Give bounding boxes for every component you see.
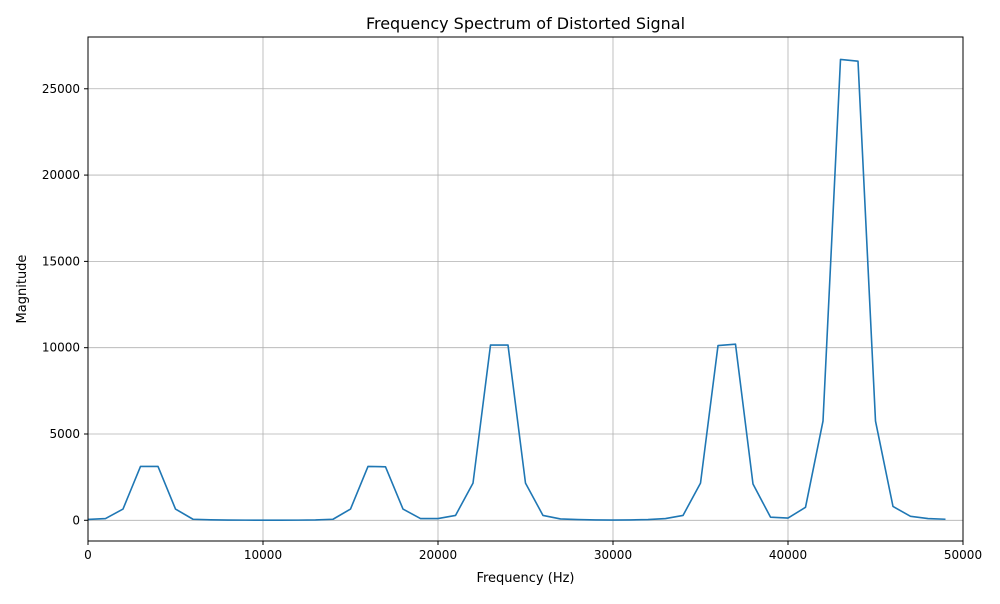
x-tick-label: 30000 bbox=[594, 548, 632, 562]
y-tick-label: 5000 bbox=[49, 427, 80, 441]
y-axis-label: Magnitude bbox=[15, 255, 30, 324]
x-tick-label: 50000 bbox=[944, 548, 982, 562]
x-tick-label: 10000 bbox=[244, 548, 282, 562]
series-line-0 bbox=[88, 59, 946, 520]
y-tick-label: 0 bbox=[72, 513, 80, 527]
y-tick-label: 25000 bbox=[42, 82, 80, 96]
chart-title: Frequency Spectrum of Distorted Signal bbox=[366, 14, 685, 33]
x-tick-label: 40000 bbox=[769, 548, 807, 562]
y-tick-label: 15000 bbox=[42, 254, 80, 268]
plot-frame bbox=[88, 37, 963, 541]
x-axis-label: Frequency (Hz) bbox=[476, 571, 574, 586]
y-tick-label: 20000 bbox=[42, 168, 80, 182]
series-layer bbox=[88, 59, 946, 520]
tick-layer: 0 10000 20000 30000 40000 50000 0 5000 10000 1500… bbox=[42, 82, 982, 562]
y-tick-label: 10000 bbox=[42, 341, 80, 355]
x-tick-label: 20000 bbox=[419, 548, 457, 562]
grid-layer bbox=[88, 37, 963, 541]
x-tick-label: 0 bbox=[84, 548, 92, 562]
